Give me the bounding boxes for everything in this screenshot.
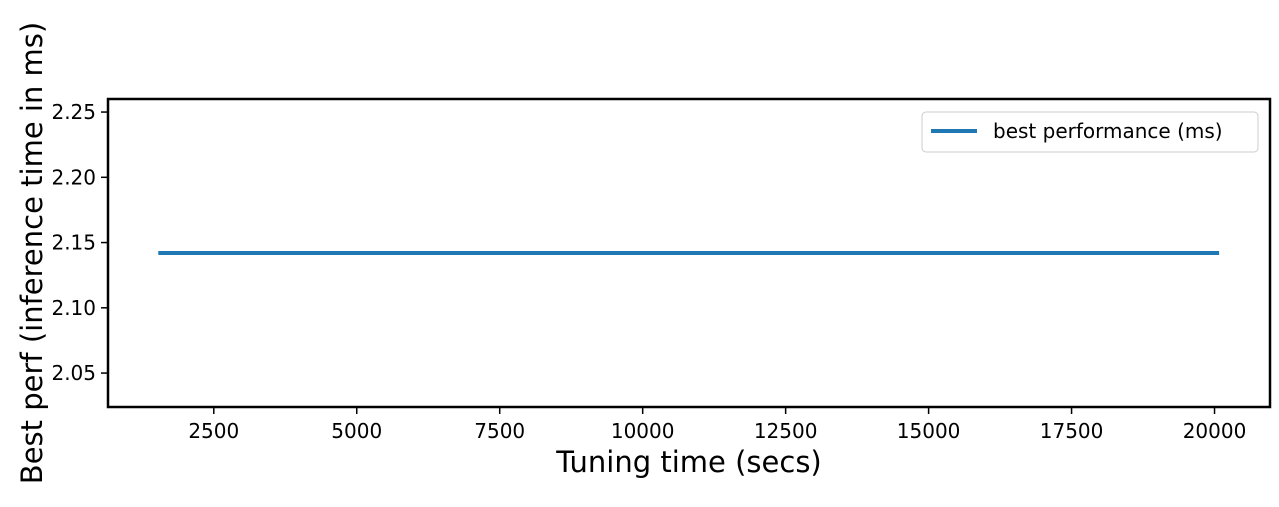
y-tick-label: 2.05 (51, 361, 96, 385)
x-tick-label: 12500 (754, 419, 818, 443)
y-tick-label: 2.25 (51, 100, 96, 124)
x-axis-title: Tuning time (secs) (555, 445, 822, 479)
x-tick-label: 7500 (474, 419, 525, 443)
y-axis-ticks: 2.05 2.10 2.15 2.20 2.25 (51, 100, 108, 385)
x-tick-label: 15000 (897, 419, 961, 443)
legend: best performance (ms) (921, 111, 1259, 153)
x-tick-label: 17500 (1040, 419, 1104, 443)
plot-frame (106, 97, 1272, 409)
y-tick-label: 2.20 (51, 165, 96, 189)
x-tick-label: 10000 (611, 419, 675, 443)
x-axis-ticks: 2500 5000 7500 10000 12500 15000 17500 20000 (188, 407, 1246, 443)
y-axis-title: Best perf (inference time in ms) (15, 22, 49, 484)
y-tick-label: 2.15 (51, 231, 96, 255)
legend-label-best-performance: best performance (ms) (993, 119, 1223, 143)
x-tick-label: 2500 (188, 419, 239, 443)
x-tick-label: 5000 (331, 419, 382, 443)
y-tick-label: 2.10 (51, 296, 96, 320)
legend-box (921, 111, 1259, 153)
x-tick-label: 20000 (1183, 419, 1247, 443)
